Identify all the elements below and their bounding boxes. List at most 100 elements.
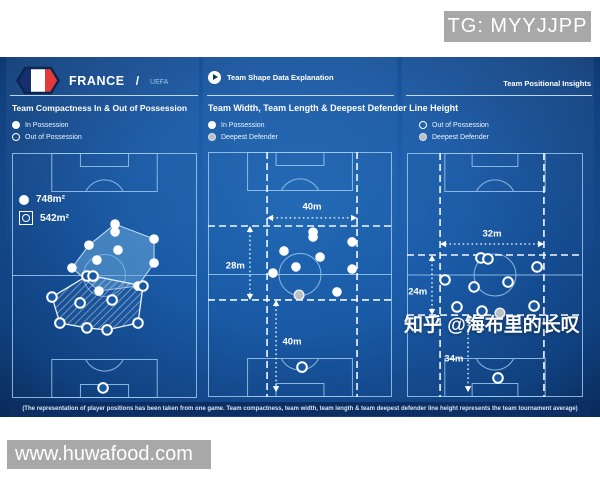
player-dot-in (113, 245, 123, 255)
player-dot-in (149, 258, 159, 268)
player-dot-out (101, 324, 113, 336)
team-positional-insights-label: Team Positional Insights (503, 79, 591, 88)
org-label: UEFA (150, 78, 169, 86)
legend-item: In Possession (12, 121, 82, 129)
team-shape-explanation-link[interactable]: Team Shape Data Explanation (208, 71, 334, 84)
legend-item: Deepest Defender (208, 133, 278, 141)
player-dot-out (97, 382, 109, 394)
team-shape-explanation-label: Team Shape Data Explanation (227, 73, 334, 82)
player-dot-out (482, 253, 494, 265)
compactness-title: Team Compactness In & Out of Possession (12, 103, 188, 113)
panel-compactness (6, 57, 199, 401)
player-dot-in (332, 287, 342, 297)
compactness-stats: 748m² 542m² (19, 194, 69, 225)
player-dot-out (439, 274, 451, 286)
player-dot-in (84, 240, 94, 250)
legend-label: Out of Possession (25, 133, 82, 141)
out-of-possession-area-icon (19, 211, 33, 225)
player-dot-out (296, 361, 308, 373)
pitch-in-possession: 40m 28m 40m (208, 152, 392, 397)
telegram-watermark: TG: MYYJJPP (444, 11, 591, 42)
legend-label: In Possession (25, 121, 69, 129)
player-dot-out (74, 297, 86, 309)
stat-item: 542m² (19, 211, 69, 225)
legend-compactness: In Possession Out of Possession (12, 121, 82, 141)
france-flag-badge (16, 66, 60, 95)
open-dot-icon (12, 133, 20, 141)
legend-item: Deepest Defender (419, 133, 489, 141)
team-name: FRANCE (69, 73, 125, 88)
footnote-bar: (The representation of player positions … (10, 402, 590, 416)
player-dot-in (92, 255, 102, 265)
player-dot-out (46, 291, 58, 303)
width-length-title: Team Width, Team Length & Deepest Defend… (208, 103, 459, 113)
player-dot-in (347, 264, 357, 274)
player-dot-in (149, 234, 159, 244)
player-dot-in (94, 286, 104, 296)
player-dot-in (315, 252, 325, 262)
player-dot-in (268, 268, 278, 278)
open-dot-icon (419, 121, 427, 129)
player-dot-in (279, 246, 289, 256)
player-dot-out (81, 322, 93, 334)
player-dot-out (531, 261, 543, 273)
gray-dot-icon (419, 133, 427, 141)
player-dot-deep (293, 289, 305, 301)
play-icon[interactable] (208, 71, 221, 84)
panel-out-of-possession-shape (402, 57, 594, 401)
measurement-label: 24m (408, 287, 427, 298)
team-positional-insights-dashboard: FRANCE / UEFA Team Shape Data Explanatio… (0, 57, 600, 417)
player-dot-out (87, 270, 99, 282)
in-possession-area-icon (19, 194, 29, 205)
zhihu-watermark: 知乎 @海布里的长叹 (404, 315, 580, 336)
player-dot-in (347, 237, 357, 247)
legend-item: In Possession (208, 121, 278, 129)
legend-label: Deepest Defender (432, 133, 489, 141)
player-dot-in (67, 263, 77, 273)
header-divider-left (10, 95, 198, 96)
player-dot-out (468, 281, 480, 293)
pitch-out-of-possession: 32m 24m 34m (407, 153, 583, 397)
pitch-compactness (12, 153, 197, 398)
header-divider-middle (207, 95, 394, 96)
player-dot-in (308, 232, 318, 242)
legend-label: In Possession (221, 121, 265, 129)
player-dot-in (291, 262, 301, 272)
legend-label: Out of Possession (432, 121, 489, 129)
legend-in-possession: In Possession Deepest Defender (208, 121, 278, 141)
player-dot-deep (494, 307, 506, 319)
measurement-label: 40m (302, 202, 321, 213)
panel-in-possession-shape (203, 57, 397, 401)
measurement-label: 28m (226, 260, 245, 271)
measurement-label: 34m (444, 354, 463, 365)
gray-dot-icon (208, 133, 216, 141)
hatched-shape-polygon (51, 275, 144, 331)
filled-dot-icon (12, 121, 20, 129)
player-dot-out (451, 301, 463, 313)
player-dot-in (110, 219, 120, 229)
team-header: FRANCE / UEFA (16, 66, 168, 95)
player-dot-out (528, 300, 540, 312)
player-dot-out (106, 294, 118, 306)
stat-item: 748m² (19, 194, 69, 205)
stat-value: 542m² (40, 212, 69, 224)
filled-dot-icon (208, 121, 216, 129)
header-divider-right (406, 95, 592, 96)
player-dot-out (132, 317, 144, 329)
legend-out-of-possession: Out of Possession Deepest Defender (419, 121, 489, 141)
legend-item: Out of Possession (419, 121, 489, 129)
player-dot-out (54, 317, 66, 329)
legend-item: Out of Possession (12, 133, 82, 141)
site-watermark: www.huwafood.com (7, 440, 211, 469)
player-dot-out (476, 305, 488, 317)
player-dot-in (110, 227, 120, 237)
legend-label: Deepest Defender (221, 133, 278, 141)
measurement-label: 40m (283, 336, 302, 347)
player-dot-out (502, 276, 514, 288)
measurement-label: 32m (483, 228, 502, 239)
team-separator: / (135, 73, 140, 88)
stat-value: 748m² (36, 194, 65, 205)
player-dot-out (137, 280, 149, 292)
player-dot-out (492, 372, 504, 384)
